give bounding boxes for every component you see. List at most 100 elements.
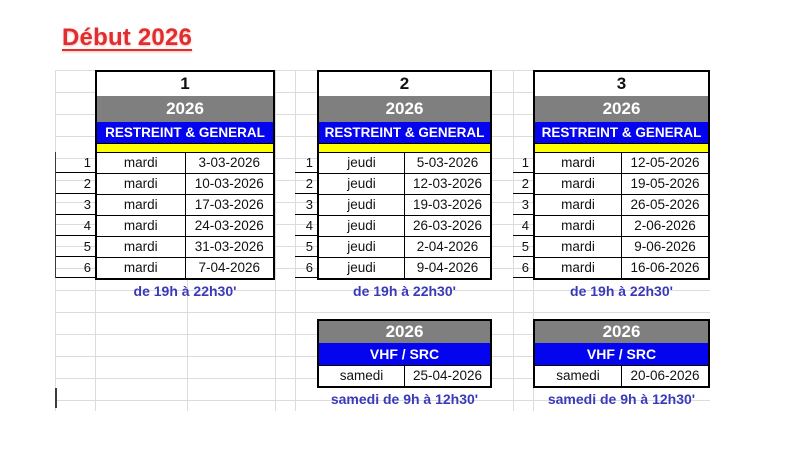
row-number-cell[interactable]: 5 [513, 236, 533, 257]
schedule-note[interactable]: de 19h à 22h30' [353, 283, 456, 299]
vhf-year-header[interactable]: 2026 [535, 321, 708, 343]
table-row: mardi 16-06-2026 [535, 257, 708, 278]
table-row: jeudi 19-03-2026 [319, 194, 490, 215]
table-row: mardi 7-04-2026 [97, 257, 273, 278]
date-cell[interactable]: 16-06-2026 [621, 258, 708, 278]
date-cell[interactable]: 2-06-2026 [621, 216, 708, 236]
year-header[interactable]: 2026 [535, 96, 708, 122]
table-row: mardi 10-03-2026 [97, 173, 273, 194]
day-cell[interactable]: mardi [123, 239, 158, 254]
row-number-cell[interactable]: 2 [513, 173, 533, 194]
schedule-note[interactable]: de 19h à 22h30' [570, 283, 673, 299]
day-cell[interactable]: mardi [561, 239, 595, 254]
day-cell[interactable]: mardi [123, 260, 158, 275]
course-name-header[interactable]: RESTREINT & GENERAL [319, 122, 490, 143]
day-cell[interactable]: jeudi [347, 176, 376, 191]
date-cell[interactable]: 17-03-2026 [184, 195, 274, 215]
date-cell[interactable]: 10-03-2026 [184, 174, 274, 194]
table-row: samedi 25-04-2026 [319, 365, 490, 386]
year-header[interactable]: 2026 [319, 96, 490, 122]
table-row: mardi 24-03-2026 [97, 215, 273, 236]
date-cell[interactable]: 26-03-2026 [404, 216, 490, 236]
vhf-schedule-note[interactable]: samedi de 9h à 12h30' [547, 391, 696, 407]
session-number-header[interactable]: 3 [535, 72, 708, 96]
table-row: jeudi 26-03-2026 [319, 215, 490, 236]
stray-cell-border [55, 388, 57, 408]
table-row: jeudi 5-03-2026 [319, 152, 490, 173]
day-cell[interactable]: mardi [123, 197, 158, 212]
course-table: 3 2026 RESTREINT & GENERAL mardi 12-05-20… [533, 70, 710, 280]
table-row: jeudi 2-04-2026 [319, 236, 490, 257]
table-row: mardi 17-03-2026 [97, 194, 273, 215]
day-cell[interactable]: mardi [561, 176, 595, 191]
row-number-cell[interactable]: 1 [295, 152, 317, 173]
row-number-cell[interactable]: 3 [56, 194, 95, 215]
date-cell[interactable]: 24-03-2026 [184, 216, 274, 236]
row-number-cell[interactable]: 3 [513, 194, 533, 215]
vhf-table: 2026 VHF / SRC samedi 25-04-2026 [317, 319, 492, 388]
date-cell[interactable]: 19-03-2026 [404, 195, 490, 215]
row-number-cell[interactable]: 3 [295, 194, 317, 215]
day-cell[interactable]: mardi [561, 197, 595, 212]
row-number-cell[interactable]: 4 [513, 215, 533, 236]
day-cell[interactable]: jeudi [347, 239, 376, 254]
date-cell[interactable]: 5-03-2026 [404, 153, 490, 173]
day-cell[interactable]: samedi [339, 368, 384, 383]
course-table: 1 2026 RESTREINT & GENERAL mardi 3-03-202… [95, 70, 275, 280]
day-cell[interactable]: mardi [561, 260, 595, 275]
day-cell[interactable]: jeudi [347, 260, 376, 275]
date-cell[interactable]: 26-05-2026 [621, 195, 708, 215]
row-number-cell[interactable]: 2 [295, 173, 317, 194]
date-cell[interactable]: 12-05-2026 [621, 153, 708, 173]
vhf-year-header[interactable]: 2026 [319, 321, 490, 343]
vhf-schedule-note[interactable]: samedi de 9h à 12h30' [330, 391, 479, 407]
year-header[interactable]: 2026 [97, 96, 273, 122]
course-name-header[interactable]: RESTREINT & GENERAL [535, 122, 708, 143]
row-number-cell[interactable]: 5 [295, 236, 317, 257]
date-cell[interactable]: 12-03-2026 [404, 174, 490, 194]
row-number-cell[interactable]: 5 [56, 236, 95, 257]
table-row: mardi 3-03-2026 [97, 152, 273, 173]
date-cell[interactable]: 9-04-2026 [404, 258, 490, 278]
day-cell[interactable]: mardi [561, 155, 595, 170]
course-name-header[interactable]: RESTREINT & GENERAL [97, 122, 273, 143]
row-number-cell[interactable]: 1 [513, 152, 533, 173]
table-row: mardi 9-06-2026 [535, 236, 708, 257]
row-number-cell[interactable]: 4 [295, 215, 317, 236]
day-cell[interactable]: mardi [123, 176, 158, 191]
vhf-table: 2026 VHF / SRC samedi 20-06-2026 [533, 319, 710, 388]
table-body: mardi 12-05-2026 mardi 19-05-2026 mardi 26-05… [535, 152, 708, 278]
row-number-cell[interactable]: 4 [56, 215, 95, 236]
row-number-cell[interactable]: 1 [56, 152, 95, 173]
table-body: mardi 3-03-2026 mardi 10-03-2026 mardi 17-03-… [97, 152, 273, 278]
session-number-header[interactable]: 2 [319, 72, 490, 96]
date-cell[interactable]: 25-04-2026 [404, 366, 490, 386]
day-cell[interactable]: jeudi [347, 218, 376, 233]
vhf-course-header[interactable]: VHF / SRC [319, 343, 490, 365]
date-cell[interactable]: 3-03-2026 [184, 153, 274, 173]
row-number-cell[interactable]: 6 [56, 257, 95, 278]
day-cell[interactable]: mardi [123, 218, 158, 233]
session-number-header[interactable]: 1 [97, 72, 273, 96]
date-cell[interactable]: 7-04-2026 [184, 258, 274, 278]
row-number-cell[interactable]: 6 [295, 257, 317, 278]
date-cell[interactable]: 31-03-2026 [184, 237, 274, 257]
day-cell[interactable]: mardi [561, 218, 595, 233]
day-cell[interactable]: mardi [123, 155, 158, 170]
day-cell[interactable]: samedi [556, 368, 600, 383]
date-cell[interactable]: 9-06-2026 [621, 237, 708, 257]
table-row: samedi 20-06-2026 [535, 365, 708, 386]
day-cell[interactable]: jeudi [347, 155, 376, 170]
row-number-cell[interactable]: 2 [56, 173, 95, 194]
yellow-divider-strip [97, 143, 273, 152]
table-row: jeudi 12-03-2026 [319, 173, 490, 194]
date-cell[interactable]: 20-06-2026 [621, 366, 708, 386]
vhf-course-header[interactable]: VHF / SRC [535, 343, 708, 365]
date-cell[interactable]: 19-05-2026 [621, 174, 708, 194]
date-cell[interactable]: 2-04-2026 [404, 237, 490, 257]
day-cell[interactable]: jeudi [347, 197, 376, 212]
schedule-note[interactable]: de 19h à 22h30' [133, 283, 237, 299]
row-number-cell[interactable]: 6 [513, 257, 533, 278]
